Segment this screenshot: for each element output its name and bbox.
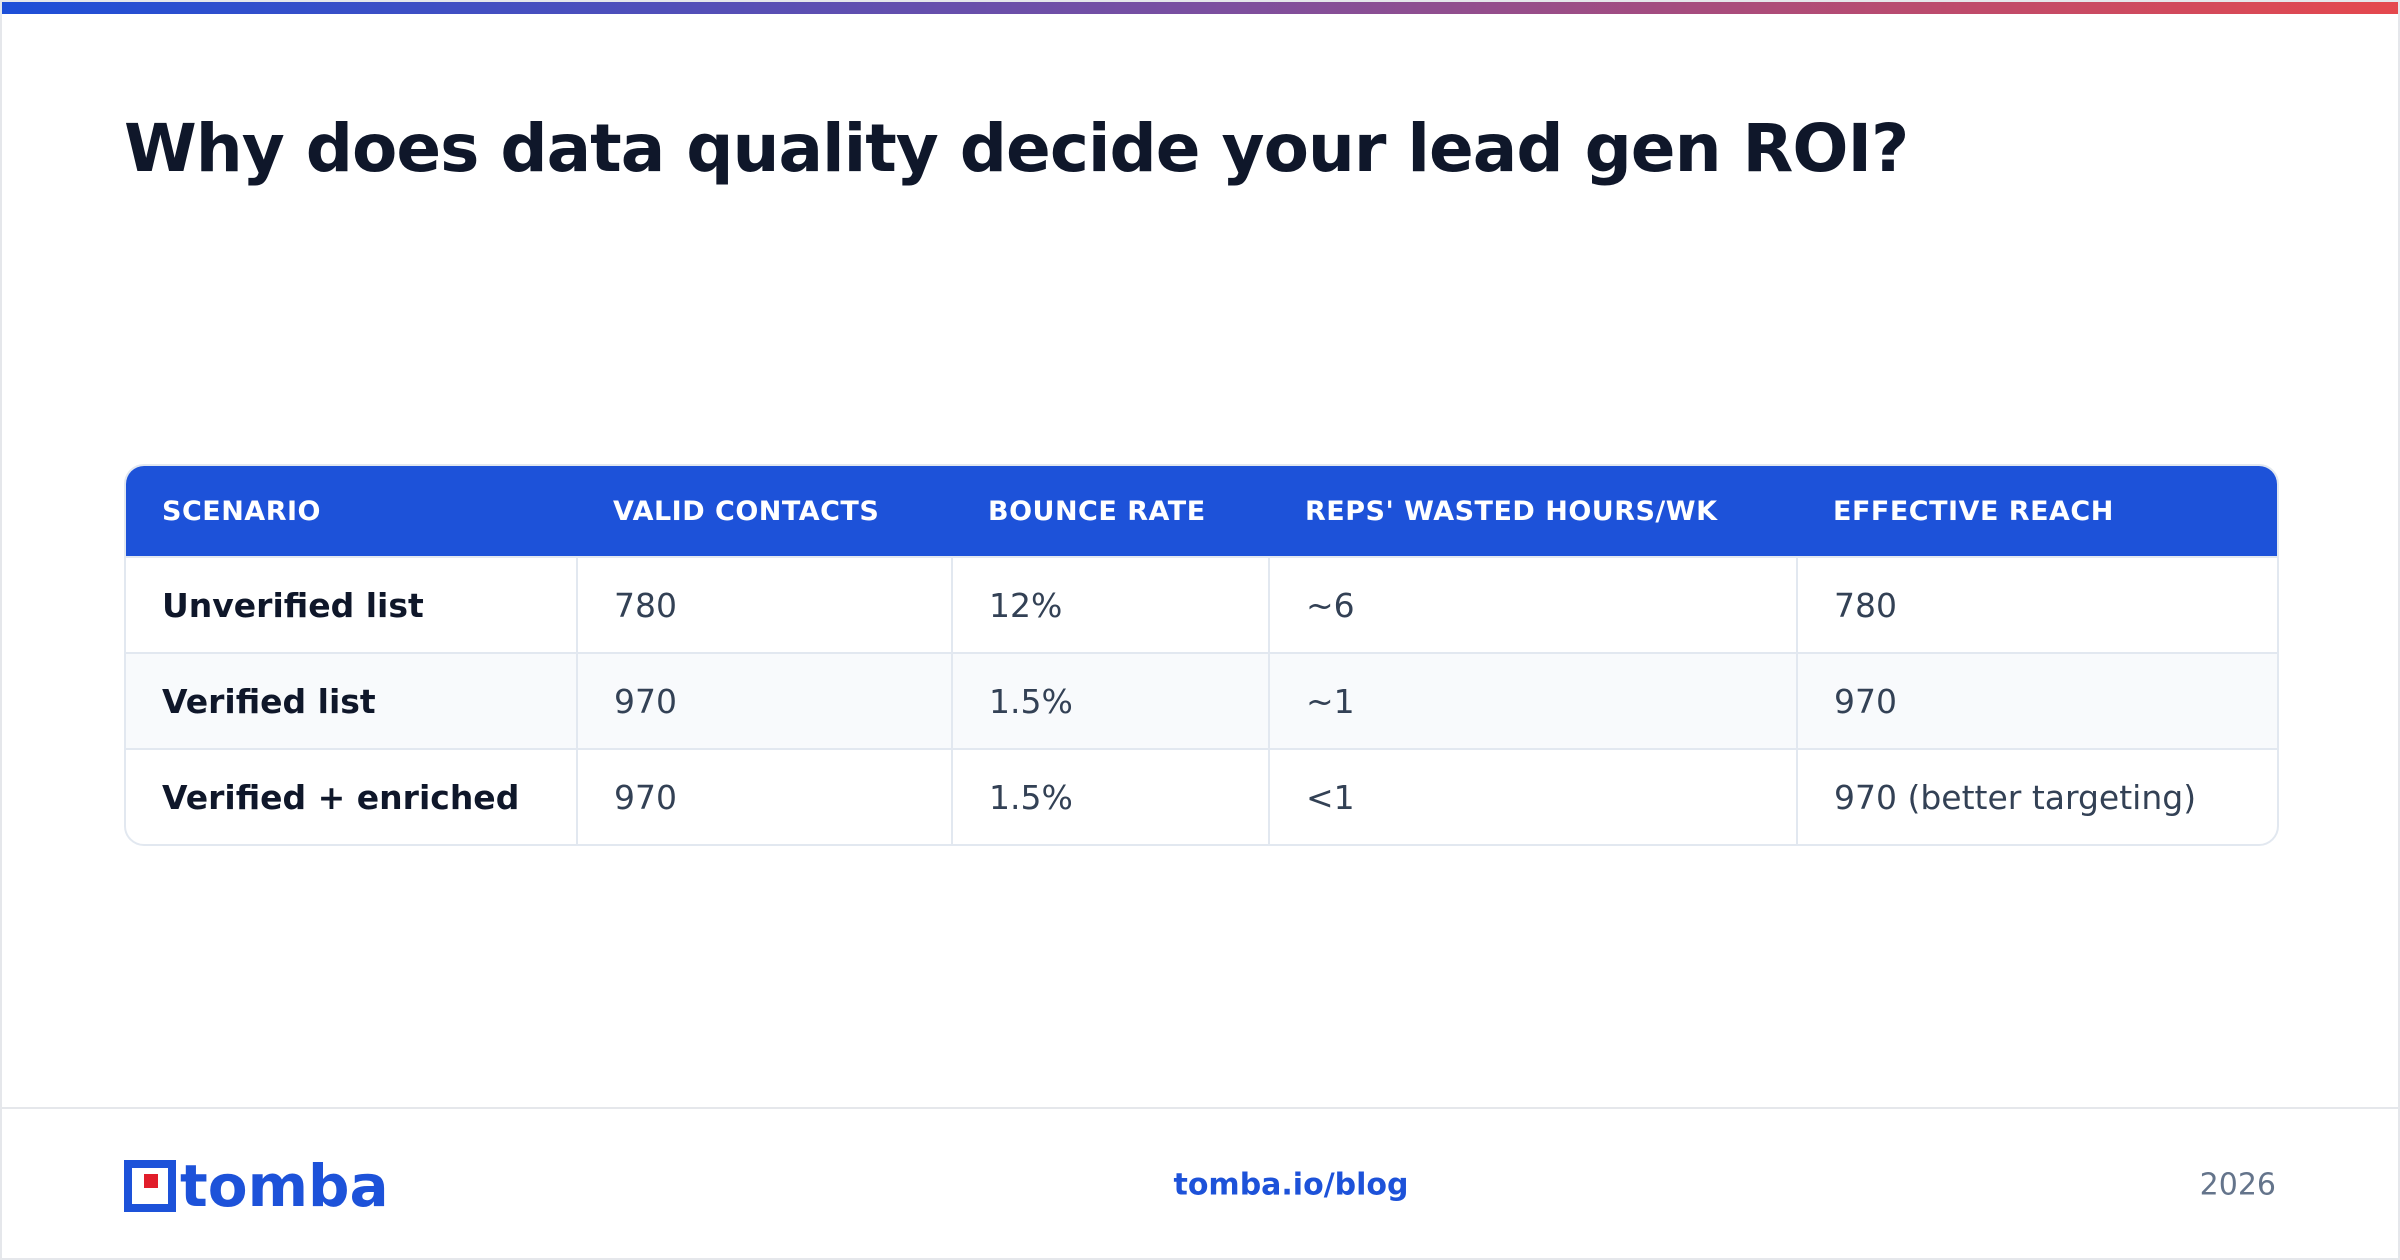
table-row: Unverified list 780 12% ~6 780 (126, 556, 2277, 653)
column-header: SCENARIO (126, 466, 577, 557)
column-header: REPS' WASTED HOURS/WK (1269, 466, 1797, 557)
footer-link[interactable]: tomba.io/blog (1173, 1167, 1409, 1203)
logo: tomba (124, 1157, 389, 1215)
table: SCENARIO VALID CONTACTS BOUNCE RATE REPS' W… (126, 466, 2277, 844)
column-header: EFFECTIVE REACH (1797, 466, 2277, 557)
table-card: SCENARIO VALID CONTACTS BOUNCE RATE REPS' W… (124, 464, 2279, 846)
table-cell: ~1 (1268, 652, 1797, 749)
table-cell: Unverified list (126, 556, 577, 653)
table-cell: 970 (576, 652, 952, 749)
table-cell: <1 (1268, 748, 1797, 844)
table-row: Verified list 970 1.5% ~1 970 (126, 652, 2277, 749)
table-body: Unverified list 780 12% ~6 780 Verified list 9… (126, 556, 2277, 844)
title: Why does data quality decide your lead g… (124, 110, 1909, 187)
table-cell: 780 (1796, 556, 2277, 653)
table-cell: 12% (951, 556, 1269, 653)
column-header: VALID CONTACTS (577, 466, 952, 557)
table-cell: Verified list (126, 652, 577, 749)
accent-bar (2, 2, 2398, 14)
brand: tomba (180, 1152, 389, 1220)
table-cell: 970 (576, 748, 952, 844)
header-row: SCENARIO VALID CONTACTS BOUNCE RATE REPS' W… (126, 466, 2277, 557)
logo-icon (124, 1160, 176, 1212)
table-cell: 1.5% (951, 652, 1269, 749)
table-cell: 780 (576, 556, 952, 653)
table-row: Verified + enriched 970 1.5% <1 970 (better … (126, 748, 2277, 844)
table-cell: 970 (1796, 652, 2277, 749)
table-cell: ~6 (1268, 556, 1797, 653)
table-cell: 970 (better targeting) (1796, 748, 2277, 844)
table-cell: 1.5% (951, 748, 1269, 844)
table-cell: Verified + enriched (126, 748, 577, 844)
column-header: BOUNCE RATE (952, 466, 1269, 557)
year: 2026 (2199, 1167, 2276, 1203)
footer-divider (2, 1107, 2398, 1109)
